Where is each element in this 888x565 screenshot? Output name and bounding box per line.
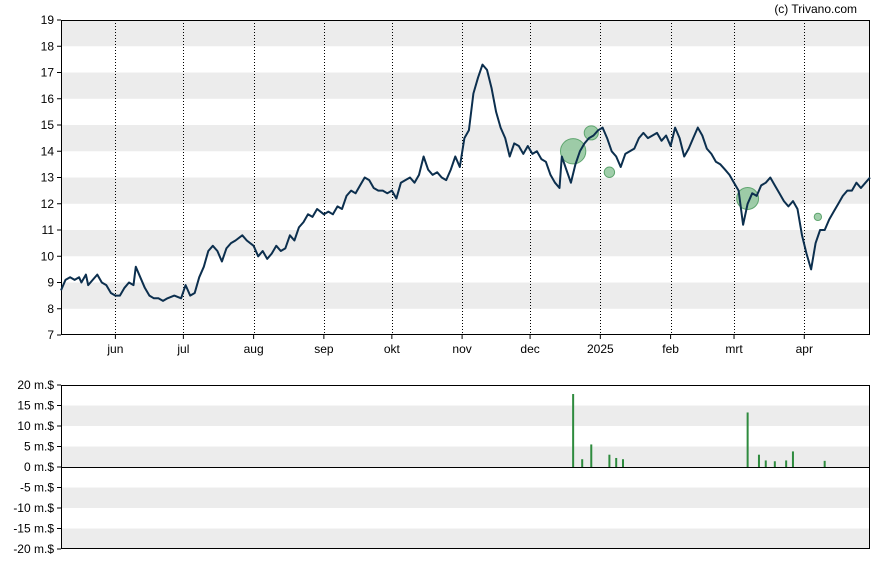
volume-plot-frame <box>61 385 870 549</box>
y-tick-label: 11 <box>42 223 55 237</box>
volume-bar <box>746 412 749 467</box>
volume-bar <box>621 459 624 467</box>
volume-bar <box>823 460 826 467</box>
grid-band <box>61 72 870 99</box>
y-tick-label: 15 m.$ <box>17 399 54 413</box>
y-tick-label: 10 m.$ <box>17 419 54 433</box>
volume-bar <box>590 444 593 467</box>
volume-bar <box>572 394 575 467</box>
x-tick-label: dec <box>520 342 539 356</box>
x-tick-label: mrt <box>725 342 743 356</box>
grid-band <box>61 230 870 257</box>
volume-bar <box>581 459 584 467</box>
volume-panel: 20 m.$ 15 m.$ 10 m.$ 5 m.$ 0 m.$ -5 m.$ -10 m.… <box>13 378 870 556</box>
y-tick-label: 14 <box>41 144 55 158</box>
y-tick-label: 16 <box>41 92 55 106</box>
grid-band <box>61 20 870 47</box>
y-tick-label: 17 <box>41 66 55 80</box>
grid-band <box>61 405 870 426</box>
trade-bubble <box>813 212 823 222</box>
trade-bubble <box>559 138 587 165</box>
x-tick-label: apr <box>796 342 813 356</box>
volume-bar <box>791 451 794 467</box>
grid-band <box>61 177 870 204</box>
y-tick-label: 20 m.$ <box>17 378 54 392</box>
y-tick-label: 7 <box>47 328 54 342</box>
y-tick-label: 10 <box>41 249 55 263</box>
grid-band <box>61 487 870 508</box>
grid-band <box>61 446 870 467</box>
y-tick-label: 0 m.$ <box>24 460 54 474</box>
x-tick-label: feb <box>662 342 679 356</box>
y-tick-label: 18 <box>41 39 55 53</box>
credit-text: (c) Trivano.com <box>774 2 857 16</box>
y-tick-label: -15 m.$ <box>13 522 54 536</box>
x-tick-label: aug <box>244 342 264 356</box>
y-tick-label: -20 m.$ <box>13 542 54 556</box>
x-tick-label: jul <box>176 342 189 356</box>
volume-bar <box>615 457 618 467</box>
y-tick-label: 9 <box>47 276 54 290</box>
y-tick-label: 15 <box>41 118 55 132</box>
price-panel: 7 8 9 10 11 12 13 14 15 16 17 18 19 jun jul aug sep okt no… <box>41 13 871 356</box>
x-tick-label: jun <box>106 342 123 356</box>
x-tick-label: nov <box>452 342 471 356</box>
y-tick-label: 8 <box>47 302 54 316</box>
volume-bar <box>608 454 611 467</box>
volume-bar <box>764 460 767 467</box>
volume-bar <box>773 461 776 467</box>
x-tick-label: sep <box>314 342 334 356</box>
y-tick-label: 5 m.$ <box>24 440 54 454</box>
trade-bubble <box>583 125 599 141</box>
x-tick-label: okt <box>384 342 401 356</box>
price-line <box>60 63 871 302</box>
volume-bar <box>785 460 788 467</box>
volume-bar <box>757 454 760 467</box>
y-tick-label: 19 <box>41 13 55 27</box>
y-tick-label: 12 <box>41 197 55 211</box>
grid-band <box>61 528 870 549</box>
y-tick-label: 13 <box>41 171 55 185</box>
trade-bubble <box>603 166 616 178</box>
x-tick-label: 2025 <box>587 342 614 356</box>
y-tick-label: -10 m.$ <box>13 501 54 515</box>
y-tick-label: -5 m.$ <box>20 481 54 495</box>
